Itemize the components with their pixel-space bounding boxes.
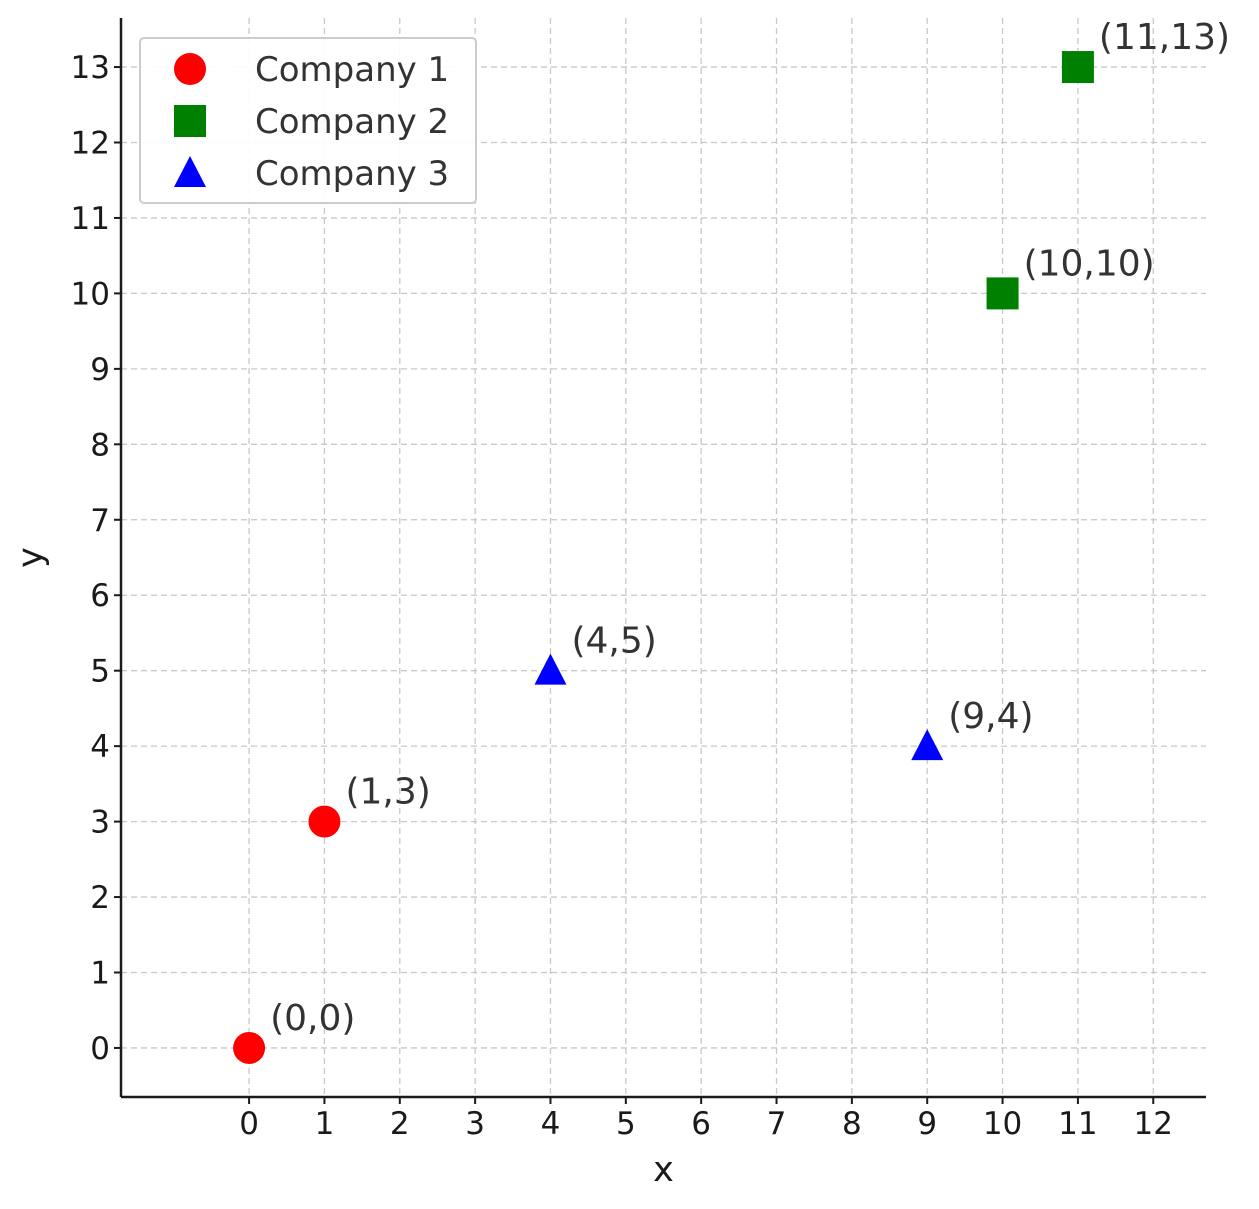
- y-tick-label: 7: [90, 503, 110, 539]
- x-tick-label: 8: [842, 1106, 862, 1142]
- x-tick-label: 0: [239, 1106, 259, 1142]
- legend-marker-circle: [174, 53, 206, 85]
- y-tick-label: 3: [90, 805, 110, 841]
- axes: [114, 18, 1206, 1104]
- data-point-circle: [308, 805, 341, 838]
- x-tick-label: 1: [315, 1106, 335, 1142]
- y-tick-label: 1: [90, 956, 110, 992]
- y-tick-label: 12: [71, 126, 110, 162]
- data-point-square: [1061, 51, 1094, 84]
- y-axis-title: y: [11, 547, 51, 568]
- x-tick-label: 7: [767, 1106, 787, 1142]
- x-tick-label: 3: [465, 1106, 485, 1142]
- legend-label: Company 2: [255, 102, 449, 142]
- y-tick-label: 8: [90, 427, 110, 463]
- data-point-circle: [233, 1031, 266, 1064]
- x-tick-label: 9: [917, 1106, 937, 1142]
- point-label: (9,4): [948, 696, 1033, 737]
- data-point-triangle: [534, 653, 567, 685]
- point-label: (10,10): [1024, 243, 1155, 284]
- y-tick-label: 11: [71, 201, 110, 237]
- point-label: (1,3): [345, 772, 430, 813]
- data-point-triangle: [911, 729, 944, 761]
- point-label: (11,13): [1099, 17, 1230, 58]
- y-tick-label: 5: [90, 654, 110, 690]
- x-tick-label: 4: [541, 1106, 561, 1142]
- grid: [121, 18, 1206, 1097]
- x-tick-label: 11: [1058, 1106, 1097, 1142]
- y-tick-label: 9: [90, 352, 110, 388]
- x-tick-label: 6: [691, 1106, 711, 1142]
- y-tick-label: 2: [90, 880, 110, 916]
- y-tick-label: 4: [90, 729, 110, 765]
- legend-box: [139, 37, 477, 204]
- data-points: (0,0) (1,3) (10,10) (11,13) (4,5) (9,4): [233, 17, 1230, 1064]
- x-tick-label: 12: [1134, 1106, 1173, 1142]
- point-label: (4,5): [571, 621, 656, 662]
- legend-marker-square: [174, 105, 206, 137]
- x-tick-label: 5: [616, 1106, 636, 1142]
- data-point-square: [986, 277, 1019, 310]
- x-axis-title: x: [653, 1150, 674, 1190]
- legend-label: Company 3: [255, 154, 449, 194]
- point-label: (0,0): [270, 998, 355, 1039]
- legend-label: Company 1: [255, 50, 449, 90]
- x-tick-label: 2: [390, 1106, 410, 1142]
- y-tick-label: 6: [90, 578, 110, 614]
- x-tick-label: 10: [983, 1106, 1022, 1142]
- legend: Company 1 Company 2 Company 3: [139, 37, 477, 204]
- y-tick-label: 0: [90, 1031, 110, 1067]
- y-tick-label: 13: [71, 50, 110, 86]
- legend-marker-triangle: [174, 156, 206, 187]
- y-tick-label: 10: [71, 276, 110, 312]
